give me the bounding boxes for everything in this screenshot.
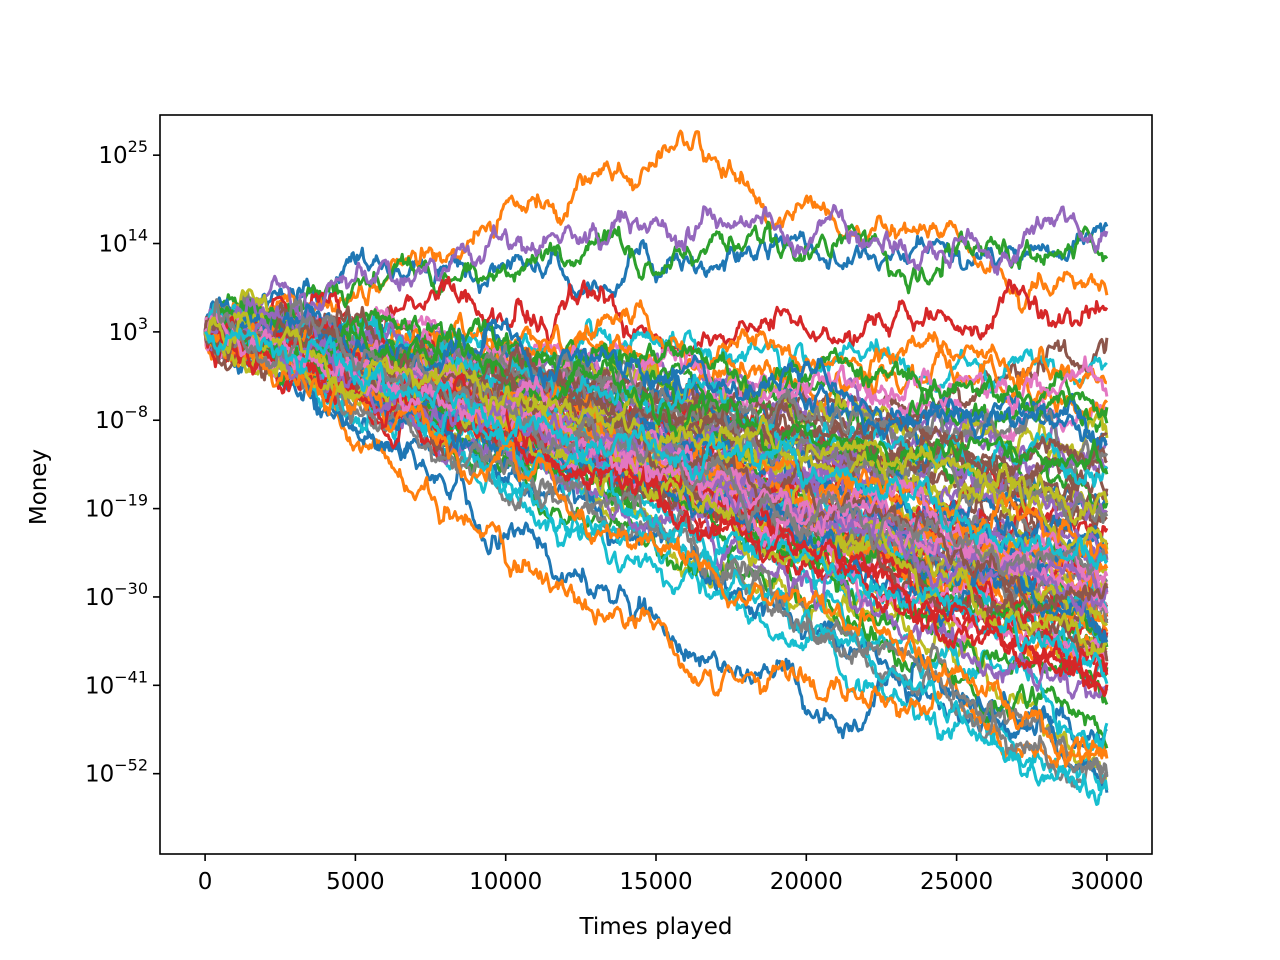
x-tick-label: 10000 [469, 869, 542, 895]
y-tick-label: 1025 [98, 137, 148, 169]
x-axis-label: Times played [578, 914, 732, 940]
series-line [203, 316, 1109, 676]
series-line [203, 298, 1109, 577]
series-line [203, 203, 1109, 350]
x-tick-label: 25000 [920, 869, 993, 895]
series-line [204, 319, 1109, 785]
series-line [203, 129, 1109, 348]
series-line [203, 314, 1109, 614]
y-tick-label: 10−30 [85, 579, 148, 611]
x-tick-label: 5000 [326, 869, 385, 895]
y-tick-label: 10−41 [85, 667, 148, 699]
series-line [203, 303, 1108, 447]
y-tick-label: 10−8 [95, 402, 148, 434]
series-line [203, 315, 1109, 475]
series-line [203, 305, 1108, 480]
y-tick-label: 1014 [98, 226, 148, 258]
y-axis-label: Money [26, 449, 52, 525]
y-axis: 1025 1014 103 10−8 10−19 10−30 10−41 10−52 [85, 137, 160, 788]
series-layer [203, 129, 1109, 806]
y-tick-label: 103 [109, 314, 148, 346]
series-line [203, 308, 1109, 806]
x-tick-label: 15000 [619, 869, 692, 895]
series-line [204, 308, 1109, 424]
series-line [203, 322, 1109, 768]
series-line [204, 327, 1109, 570]
series-line [203, 314, 1108, 769]
x-tick-label: 20000 [770, 869, 843, 895]
x-axis: 0 5000 10000 15000 20000 25000 30000 [198, 854, 1143, 895]
x-tick-label: 30000 [1070, 869, 1143, 895]
x-tick-label: 0 [198, 869, 213, 895]
y-tick-label: 10−19 [85, 491, 148, 523]
y-tick-label: 10−52 [85, 756, 148, 788]
